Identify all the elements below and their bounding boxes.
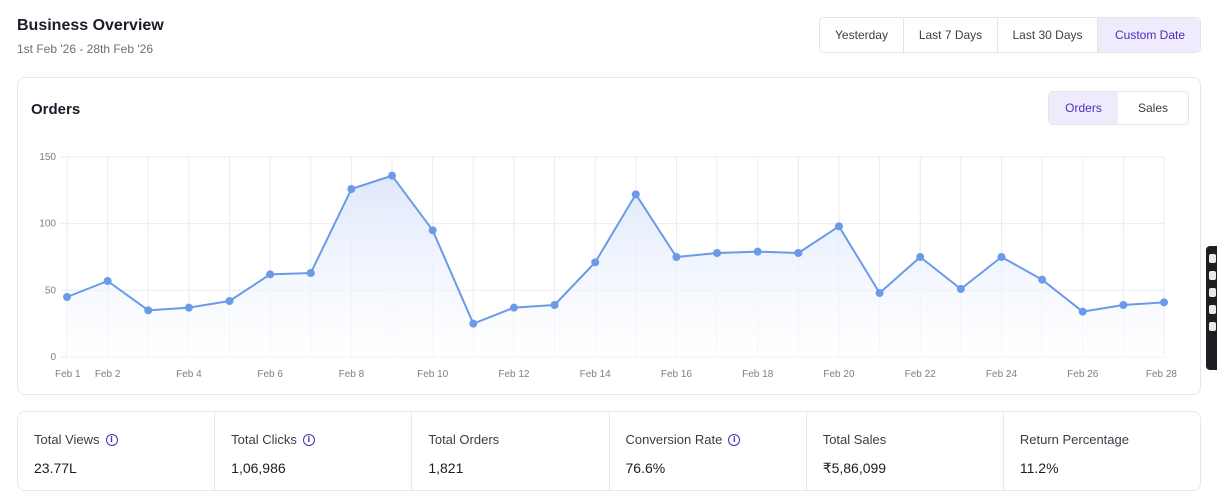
metric-toggle: Orders Sales bbox=[1048, 91, 1189, 125]
data-point[interactable] bbox=[550, 301, 559, 309]
orders-chart-card: Orders Orders Sales 0 50 100 150 Feb 1 Feb 2 F… bbox=[17, 77, 1201, 395]
info-icon[interactable]: i bbox=[302, 433, 315, 446]
x-tick-label: Feb 2 bbox=[95, 369, 121, 380]
data-point[interactable] bbox=[875, 289, 884, 297]
data-point[interactable] bbox=[631, 190, 640, 199]
data-point[interactable] bbox=[266, 270, 275, 279]
page-title: Business Overview bbox=[17, 17, 164, 34]
date-filter-last-7-days[interactable]: Last 7 Days bbox=[904, 18, 998, 52]
data-point[interactable] bbox=[1119, 301, 1128, 309]
orders-series-line bbox=[66, 174, 1165, 325]
x-tick-label: Feb 24 bbox=[986, 369, 1018, 380]
data-point[interactable] bbox=[306, 269, 315, 277]
info-icon[interactable]: i bbox=[105, 433, 118, 446]
orders-area bbox=[67, 175, 1164, 357]
toolbar-icon[interactable] bbox=[1209, 254, 1216, 263]
stat-total-sales: Total Sales ₹5,86,099 bbox=[807, 412, 1004, 490]
toggle-sales[interactable]: Sales bbox=[1137, 101, 1169, 115]
date-range-label: 1st Feb '26 - 28th Feb '26 bbox=[17, 42, 153, 56]
x-tick-label: Feb 28 bbox=[1146, 369, 1178, 380]
y-tick-label: 50 bbox=[45, 285, 57, 296]
data-point[interactable] bbox=[713, 249, 722, 257]
data-point[interactable] bbox=[916, 253, 925, 261]
stat-value: 76.6% bbox=[625, 460, 666, 476]
stat-label: Total Sales bbox=[822, 432, 887, 447]
x-tick-label: Feb 16 bbox=[661, 369, 693, 380]
data-point[interactable] bbox=[794, 249, 803, 257]
data-point[interactable] bbox=[63, 293, 71, 301]
stat-total-orders: Total Orders 1,821 bbox=[412, 412, 610, 490]
x-tick-label: Feb 6 bbox=[257, 369, 283, 380]
date-filter-last-30-days[interactable]: Last 30 Days bbox=[998, 18, 1098, 52]
data-point[interactable] bbox=[956, 285, 965, 293]
stat-label: Conversion Rate bbox=[625, 432, 723, 447]
x-tick-label: Feb 14 bbox=[580, 369, 612, 380]
x-tick-label: Feb 22 bbox=[905, 369, 937, 380]
data-point[interactable] bbox=[225, 297, 234, 305]
toolbar-icon[interactable] bbox=[1209, 305, 1216, 314]
y-tick-label: 100 bbox=[39, 219, 56, 230]
data-point[interactable] bbox=[1078, 307, 1087, 316]
y-tick-label: 0 bbox=[50, 352, 56, 363]
x-tick-label: Feb 18 bbox=[742, 369, 774, 380]
stat-label: Return Percentage bbox=[1019, 432, 1129, 447]
stat-value: 1,821 bbox=[428, 460, 464, 476]
x-tick-label: Feb 26 bbox=[1067, 369, 1099, 380]
toolbar-icon[interactable] bbox=[1209, 322, 1216, 331]
date-filter-yesterday[interactable]: Yesterday bbox=[820, 18, 904, 52]
data-point[interactable] bbox=[144, 306, 153, 315]
data-point[interactable] bbox=[834, 222, 843, 231]
data-point[interactable] bbox=[672, 253, 681, 261]
data-point[interactable] bbox=[591, 258, 600, 267]
stat-conversion-rate: Conversion Rate i 76.6% bbox=[610, 412, 807, 490]
info-icon[interactable]: i bbox=[728, 433, 741, 446]
data-point[interactable] bbox=[997, 253, 1006, 261]
stat-return-percentage: Return Percentage 11.2% bbox=[1004, 412, 1200, 490]
stat-value: ₹5,86,099 bbox=[822, 460, 887, 476]
toolbar-icon[interactable] bbox=[1209, 271, 1216, 280]
x-tick-label: Feb 8 bbox=[339, 369, 365, 380]
stat-label: Total Orders bbox=[428, 432, 500, 447]
data-point[interactable] bbox=[509, 303, 518, 312]
stat-total-views: Total Views i 23.77L bbox=[18, 412, 216, 490]
stat-value: 11.2% bbox=[1019, 460, 1059, 476]
data-point[interactable] bbox=[753, 247, 762, 256]
toolbar-icon[interactable] bbox=[1209, 288, 1216, 297]
x-tick-label: Feb 12 bbox=[498, 369, 530, 380]
data-point[interactable] bbox=[184, 303, 193, 312]
data-point[interactable] bbox=[103, 277, 112, 285]
x-tick-label: Feb 4 bbox=[176, 369, 202, 380]
data-point[interactable] bbox=[388, 171, 397, 180]
orders-line-chart: 0 50 100 150 Feb 1 Feb 2 Feb 4 Feb 6 Feb 8 Feb 10… bbox=[39, 152, 1178, 380]
data-point[interactable] bbox=[1160, 298, 1168, 307]
data-point[interactable] bbox=[347, 185, 356, 193]
data-point[interactable] bbox=[469, 319, 478, 328]
stat-label: Total Clicks bbox=[231, 432, 297, 447]
y-tick-label: 150 bbox=[39, 152, 56, 163]
stats-bar: Total Views i 23.77L Total Clicks i 1,06… bbox=[17, 411, 1201, 491]
stat-total-clicks: Total Clicks i 1,06,986 bbox=[215, 412, 413, 490]
date-filter-custom-date[interactable]: Custom Date bbox=[1098, 18, 1200, 52]
floating-side-toolbar[interactable] bbox=[1206, 246, 1217, 370]
x-tick-label: Feb 10 bbox=[417, 369, 449, 380]
date-filter-group: Yesterday Last 7 Days Last 30 Days Custo… bbox=[819, 17, 1201, 53]
x-tick-label: Feb 1 bbox=[55, 369, 81, 380]
stat-value: 1,06,986 bbox=[231, 460, 286, 476]
stat-label: Total Views bbox=[34, 432, 100, 447]
data-point[interactable] bbox=[1038, 275, 1047, 284]
stat-value: 23.77L bbox=[34, 460, 77, 476]
x-tick-label: Feb 20 bbox=[823, 369, 855, 380]
chart-title: Orders bbox=[31, 101, 81, 118]
toggle-orders[interactable]: Orders bbox=[1049, 92, 1118, 124]
data-point[interactable] bbox=[428, 226, 437, 235]
